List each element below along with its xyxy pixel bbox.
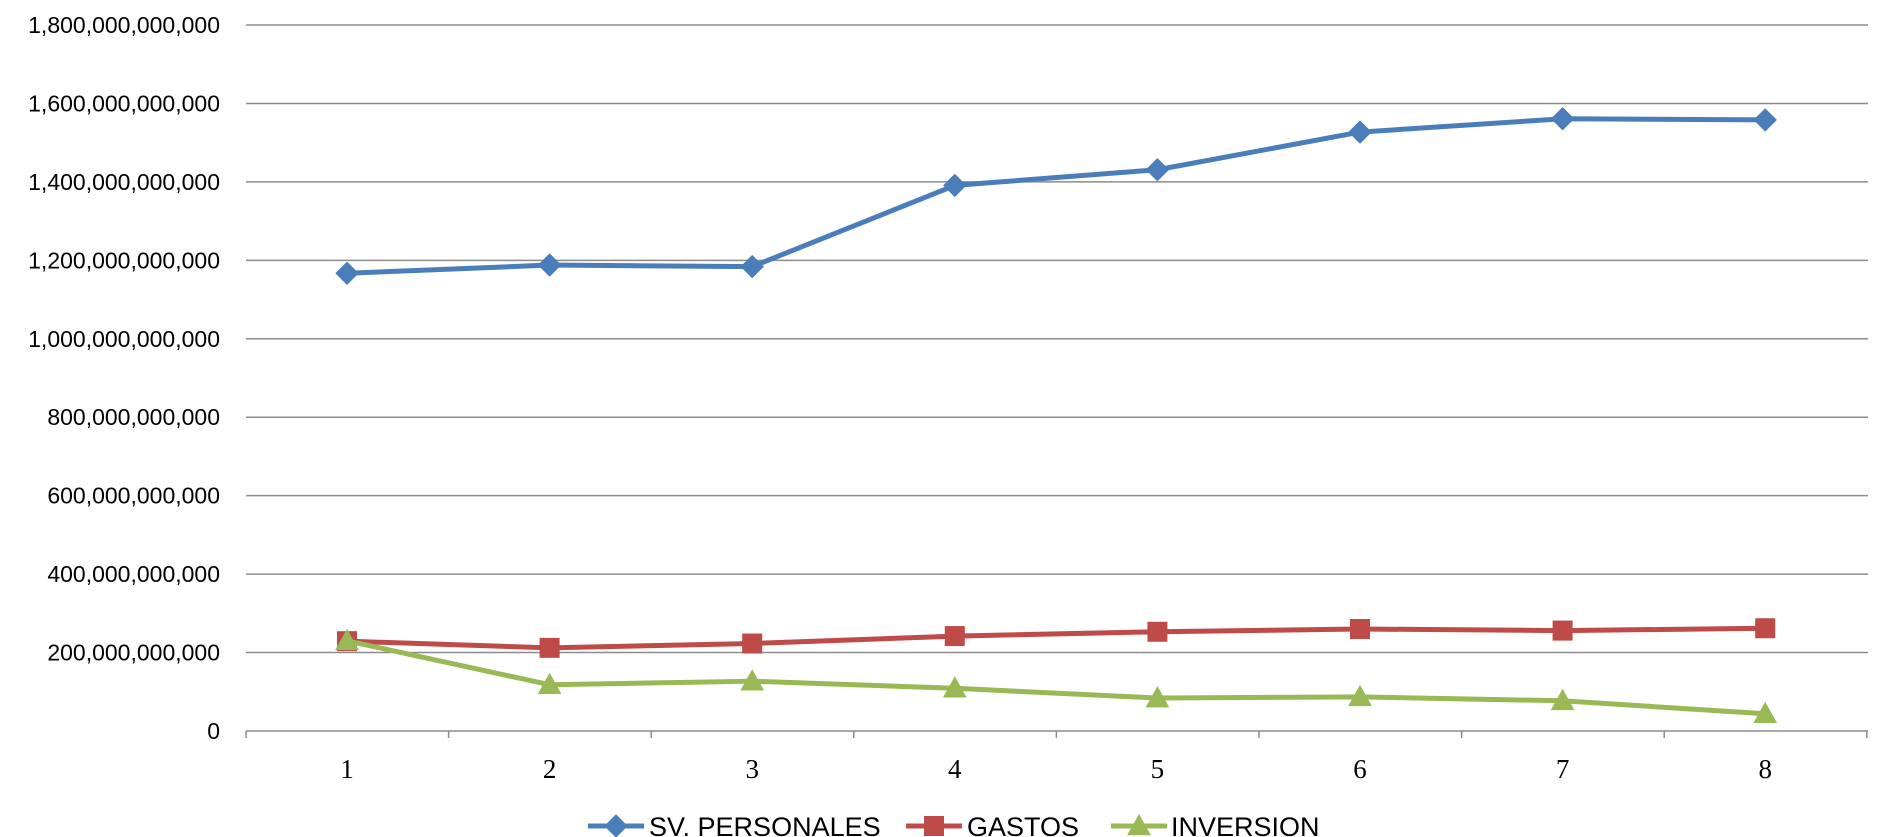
series-group bbox=[335, 107, 1778, 724]
x-tick-label: 3 bbox=[745, 754, 759, 784]
y-tick-label: 200,000,000,000 bbox=[47, 640, 220, 666]
y-axis-tick-labels: 0 200,000,000,000 400,000,000,000 600,000,0… bbox=[28, 12, 220, 744]
data-point-gastos bbox=[539, 637, 560, 658]
series-line-sv-personales bbox=[344, 116, 1768, 276]
legend-item-gastos: GASTOS bbox=[906, 812, 1079, 837]
legend-label: SV. PERSONALES bbox=[649, 812, 881, 837]
y-tick-label: 1,800,000,000,000 bbox=[28, 12, 220, 38]
data-point-sv-personales bbox=[537, 253, 562, 277]
x-tick-label: 4 bbox=[948, 754, 962, 784]
data-point-inversion bbox=[740, 669, 765, 691]
data-point-sv-personales bbox=[1145, 158, 1170, 182]
x-tick-label: 8 bbox=[1758, 754, 1772, 784]
data-point-sv-personales bbox=[1348, 120, 1372, 144]
data-point-sv-personales bbox=[740, 254, 764, 279]
y-tick-label: 600,000,000,000 bbox=[47, 483, 220, 509]
series-sv-personales bbox=[335, 107, 1777, 285]
data-point-inversion bbox=[335, 628, 359, 651]
y-tick-label: 400,000,000,000 bbox=[47, 561, 220, 587]
y-tick-label: 1,400,000,000,000 bbox=[28, 169, 220, 195]
x-tick-label: 6 bbox=[1353, 754, 1367, 784]
data-point-inversion bbox=[1550, 688, 1575, 711]
data-point-sv-personales bbox=[335, 261, 359, 285]
legend-marker bbox=[1127, 813, 1151, 836]
data-point-inversion bbox=[1753, 701, 1778, 724]
data-point-gastos bbox=[1552, 620, 1573, 641]
y-tick-label: 1,600,000,000,000 bbox=[28, 90, 220, 116]
legend-marker bbox=[604, 814, 628, 837]
legend-label: GASTOS bbox=[967, 812, 1079, 837]
data-point-sv-personales bbox=[943, 173, 967, 198]
x-tick-label: 2 bbox=[543, 754, 557, 784]
data-point-inversion bbox=[537, 672, 562, 695]
x-axis bbox=[245, 730, 1868, 738]
data-point-gastos bbox=[1755, 618, 1776, 639]
data-point-gastos bbox=[1147, 621, 1168, 642]
x-tick-label: 7 bbox=[1556, 754, 1570, 784]
legend: SV. PERSONALES GASTOS INVERSION bbox=[588, 812, 1320, 837]
x-tick-label: 5 bbox=[1151, 754, 1165, 784]
data-point-sv-personales bbox=[1753, 108, 1777, 132]
legend-label: INVERSION bbox=[1171, 812, 1320, 837]
legend-item-sv-personales: SV. PERSONALES bbox=[588, 812, 881, 837]
y-tick-label: 800,000,000,000 bbox=[47, 404, 220, 430]
data-point-gastos bbox=[944, 626, 965, 647]
series-line-inversion bbox=[344, 638, 1768, 717]
series-gastos bbox=[337, 618, 1776, 658]
data-point-gastos bbox=[742, 633, 763, 654]
gridlines bbox=[246, 24, 1868, 654]
data-point-gastos bbox=[1350, 619, 1370, 640]
series-inversion bbox=[335, 628, 1778, 724]
legend-item-inversion: INVERSION bbox=[1111, 812, 1320, 837]
y-tick-label: 0 bbox=[207, 718, 220, 744]
series-line-gastos bbox=[344, 625, 1768, 651]
y-tick-label: 1,200,000,000,000 bbox=[28, 247, 220, 273]
data-point-inversion bbox=[1348, 684, 1372, 707]
y-tick-label: 1,000,000,000,000 bbox=[28, 326, 220, 352]
legend-marker bbox=[924, 816, 944, 836]
data-point-inversion bbox=[1145, 686, 1170, 708]
data-point-inversion bbox=[942, 676, 967, 698]
x-tick-label: 1 bbox=[340, 754, 354, 784]
x-axis-tick-labels: 1 2 3 4 5 6 7 8 bbox=[340, 754, 1772, 784]
data-point-sv-personales bbox=[1550, 107, 1575, 131]
